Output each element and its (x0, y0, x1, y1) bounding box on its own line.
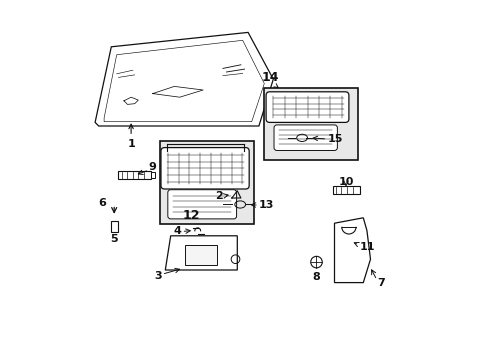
Text: 9: 9 (148, 162, 156, 172)
Polygon shape (165, 236, 237, 270)
Text: 10: 10 (338, 177, 353, 187)
Text: 13: 13 (258, 200, 274, 210)
FancyBboxPatch shape (161, 148, 249, 189)
Bar (110, 221, 118, 232)
Bar (332, 186, 359, 194)
Text: 15: 15 (326, 134, 342, 144)
Bar (160, 141, 253, 224)
Text: 1: 1 (127, 124, 135, 149)
Text: 2: 2 (215, 191, 223, 201)
Text: 3: 3 (154, 271, 162, 281)
Text: 12: 12 (182, 210, 200, 222)
Text: 6: 6 (98, 198, 106, 208)
Text: 4: 4 (173, 226, 181, 236)
FancyBboxPatch shape (265, 92, 348, 122)
Text: 7: 7 (377, 278, 385, 288)
Bar (118, 171, 151, 179)
Text: 8: 8 (312, 272, 320, 282)
Text: 14: 14 (261, 71, 279, 84)
Bar (264, 88, 357, 160)
FancyBboxPatch shape (273, 125, 337, 150)
Bar (185, 245, 217, 265)
Bar (151, 172, 155, 178)
Text: 5: 5 (110, 234, 118, 244)
FancyBboxPatch shape (167, 190, 236, 219)
Text: 11: 11 (359, 242, 374, 252)
